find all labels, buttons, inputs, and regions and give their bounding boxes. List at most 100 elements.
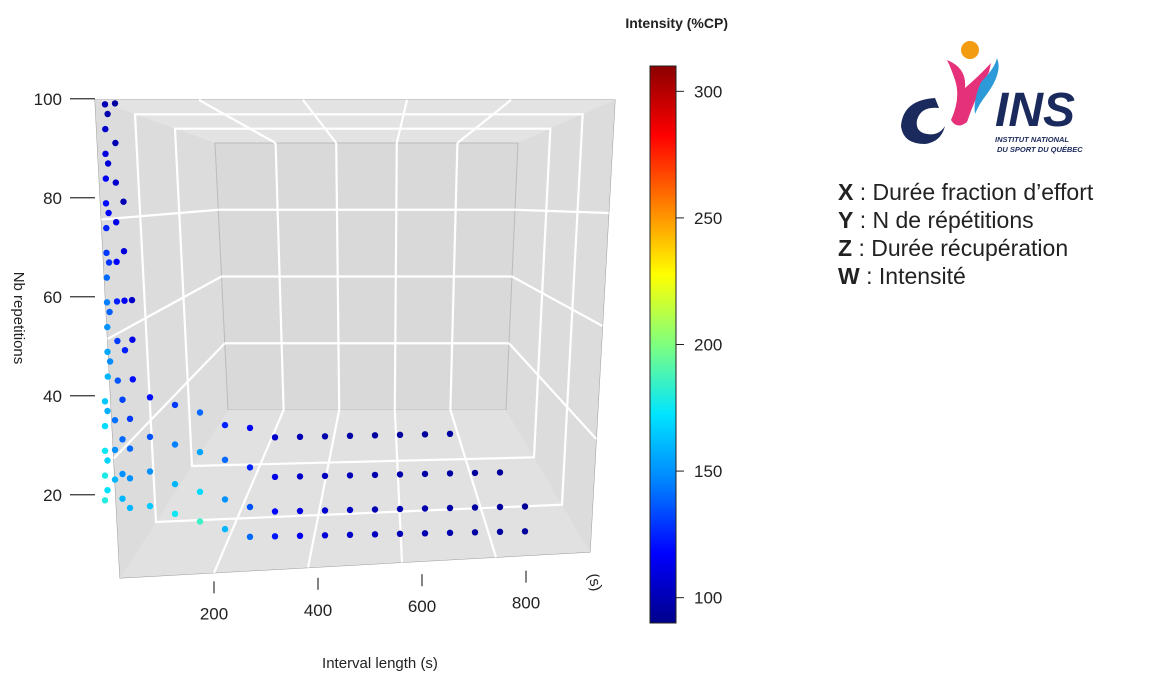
data-point [171,510,179,517]
data-point [120,248,128,255]
data-point [371,531,379,538]
y-tick-label: 60 [43,288,62,307]
data-point [126,504,134,512]
data-point [129,336,136,343]
variable-text: : Intensité [859,263,966,289]
logo-pink-swoosh [947,60,991,126]
data-point [111,417,119,424]
gridline [449,409,498,558]
data-point [446,529,454,536]
gridline [306,409,341,568]
logo-line2: DU SPORT DU QUÉBEC [997,145,1083,154]
data-point [146,502,154,510]
data-point [103,299,111,306]
data-point [102,200,110,207]
gridline [112,342,226,460]
data-point [196,518,204,525]
data-point [104,487,111,494]
data-point [114,377,122,384]
variable-key: Z [838,235,853,261]
y-axis-title: Nb repetitions [10,272,27,365]
data-point [119,436,126,443]
gridline [302,99,338,144]
x-tick-label: 400 [304,601,332,620]
data-point [126,475,134,482]
data-point [126,415,134,422]
gridline [456,99,512,144]
data-point [106,308,113,316]
data-point [104,348,111,355]
data-point [101,101,109,108]
data-point [371,432,379,439]
data-point [346,472,354,479]
gridline [198,99,277,144]
left-wall [95,100,228,578]
data-point [221,525,229,533]
gridline [508,342,598,440]
data-point [371,506,379,513]
data-point [111,446,119,454]
data-point [101,497,109,504]
data-point [346,506,354,514]
gridline [514,208,609,215]
data-point [371,471,379,479]
data-point [221,421,229,429]
data-point [246,533,254,540]
data-point [396,431,404,438]
data-point [346,432,354,439]
variable-item: X : Durée fraction d’effort [838,178,1093,206]
data-point [101,447,109,454]
data-points [101,100,529,540]
data-point [346,531,354,538]
variable-key: X [838,179,854,205]
floor [120,410,590,578]
logo-navy-curl [901,98,945,144]
data-point [296,507,304,515]
colorbar-tick-label: 150 [694,462,722,481]
data-point [171,480,179,488]
gridline [393,409,404,563]
y-tick-label: 40 [43,387,62,406]
colorbar-tick-label: 100 [694,589,722,608]
data-point [421,530,429,537]
logo-brand-text: INS [995,84,1075,137]
data-point [121,297,128,304]
data-point [105,209,112,217]
data-point [103,249,110,256]
axes: 20 40 60 80 100 200 400 600 800 Interval length (… [10,90,605,672]
data-point [101,422,109,430]
data-point [104,373,112,380]
y-tick-label: 100 [34,90,62,109]
data-point [112,179,120,186]
data-point [321,433,329,440]
data-point [221,496,229,503]
data-point [496,503,504,511]
variable-key: Y [838,207,854,233]
data-point [271,508,279,515]
data-point [128,296,136,304]
data-point [104,457,111,464]
logo-blue-swoosh [974,58,999,114]
colorbar-tick-label: 200 [694,336,722,355]
data-point [101,398,109,405]
data-point [396,530,404,537]
data-point [421,431,429,438]
data-point [446,470,454,477]
top-wall [95,100,615,143]
data-point [113,258,120,265]
data-point [471,469,479,477]
gridline [395,99,409,144]
data-point [296,433,304,440]
gridline [133,113,584,524]
data-point [471,504,479,511]
data-point [246,464,254,471]
data-point [296,473,304,480]
data-point [102,150,109,157]
data-point [113,298,121,305]
colorbar-tick-label: 250 [694,209,722,228]
data-point [105,259,113,266]
gridline [101,208,219,221]
data-point [496,528,504,535]
z-axis-title: (s) [584,572,605,593]
variable-item: W : Intensité [838,262,1093,290]
